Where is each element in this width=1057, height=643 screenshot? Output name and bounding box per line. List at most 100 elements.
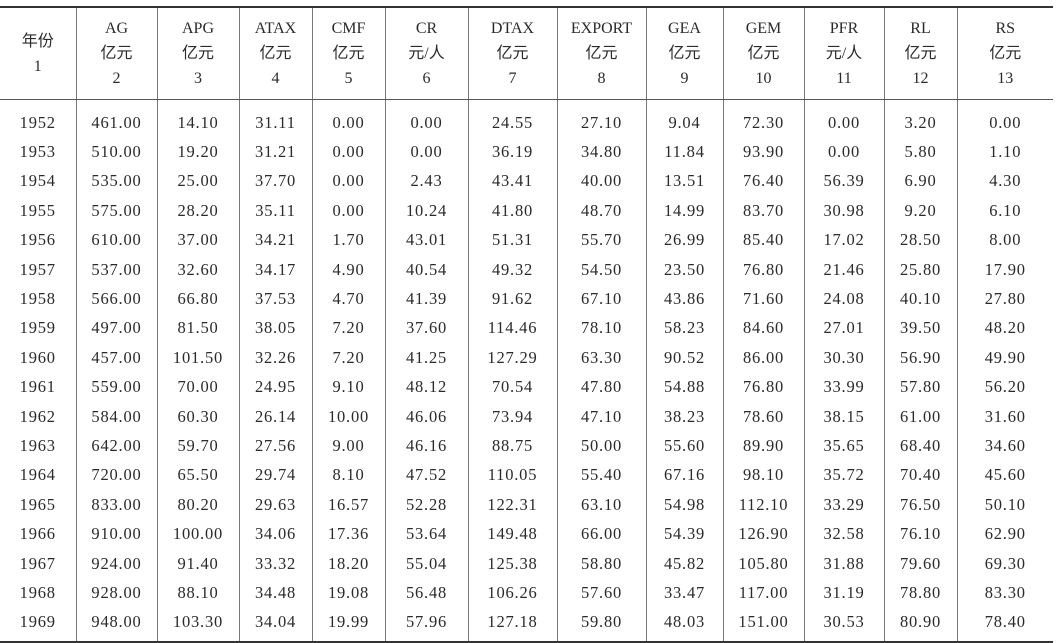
table-row: 1958 566.00 66.80 37.53 4.70 41.39 91.62 67.10 4… — [0, 284, 1053, 314]
year-cell: 1965 — [19, 494, 56, 514]
value-cell: 37.70 — [238, 166, 312, 197]
value-cell: 55.40 — [556, 460, 646, 491]
value-cell: 91.62 — [467, 284, 557, 314]
value-cell: 65.50 — [156, 460, 239, 491]
header-row: 年份 1 AG 亿元 2 APG 亿元 3 ATAX 亿元 4 CMF 亿元 5 CR 元/人 6 DTAX 亿元 7… — [0, 7, 1053, 100]
value-cell: 7.20 — [311, 343, 385, 373]
column-unit: 亿元 — [100, 45, 133, 62]
column-name: RL — [910, 20, 931, 37]
value-cell: 86.00 — [722, 343, 804, 373]
value-cell: 43.41 — [467, 166, 557, 197]
value-cell: 37.60 — [384, 313, 468, 344]
value-cell: 0.00 — [803, 99, 884, 138]
value-cell: 510.00 — [75, 137, 157, 167]
value-cell: 57.96 — [384, 607, 468, 643]
value-cell: 114.46 — [467, 313, 557, 344]
column-name: GEM — [745, 20, 782, 37]
value-cell: 73.94 — [467, 401, 557, 432]
column-unit: 亿元 — [585, 45, 618, 62]
value-cell: 53.64 — [384, 519, 468, 549]
value-cell: 72.30 — [722, 99, 804, 138]
value-cell: 58.80 — [556, 548, 646, 579]
value-cell: 149.48 — [467, 519, 557, 549]
value-cell: 27.10 — [556, 99, 646, 138]
value-cell: 69.30 — [956, 548, 1053, 579]
value-cell: 6.10 — [956, 196, 1053, 226]
column-header-atax: ATAX 亿元 4 — [238, 7, 312, 100]
column-header-pfr: PFR 元/人 11 — [803, 7, 884, 100]
value-cell: 67.10 — [556, 284, 646, 314]
value-cell: 57.80 — [883, 372, 957, 402]
year-cell: 1963 — [19, 435, 56, 455]
value-cell: 76.80 — [722, 254, 804, 285]
value-cell: 0.00 — [311, 99, 385, 138]
value-cell: 66.80 — [156, 284, 239, 314]
value-cell: 4.70 — [311, 284, 385, 314]
column-name: DTAX — [490, 20, 535, 37]
table-row: 1961 559.00 70.00 24.95 9.10 48.12 70.54 47.80 5… — [0, 372, 1053, 402]
value-cell: 0.00 — [956, 99, 1053, 138]
table-row: 1967 924.00 91.40 33.32 18.20 55.04 125.38 58.8… — [0, 548, 1053, 579]
value-cell: 24.08 — [803, 284, 884, 314]
column-name: CMF — [331, 20, 366, 37]
value-cell: 33.32 — [238, 548, 312, 579]
value-cell: 61.00 — [883, 401, 957, 432]
value-cell: 0.00 — [803, 137, 884, 167]
column-name: 年份 — [21, 32, 54, 50]
value-cell: 11.84 — [645, 137, 723, 167]
column-index: 4 — [271, 70, 280, 87]
value-cell: 36.19 — [467, 137, 557, 167]
column-header-export: EXPORT 亿元 8 — [556, 7, 646, 100]
value-cell: 51.31 — [467, 225, 557, 255]
table-row: 1959 497.00 81.50 38.05 7.20 37.60 114.46 78.10… — [0, 313, 1053, 344]
value-cell: 55.70 — [556, 225, 646, 255]
value-cell: 0.00 — [384, 99, 468, 138]
value-cell: 34.21 — [238, 225, 312, 255]
value-cell: 32.60 — [156, 254, 239, 285]
column-unit: 亿元 — [904, 45, 937, 62]
table-row: 1960 457.00 101.50 32.26 7.20 41.25 127.29 63.3… — [0, 343, 1053, 373]
value-cell: 84.60 — [722, 313, 804, 344]
value-cell: 46.06 — [384, 401, 468, 432]
value-cell: 88.10 — [156, 578, 239, 608]
table-row: 1964 720.00 65.50 29.74 8.10 47.52 110.05 55.40… — [0, 460, 1053, 491]
value-cell: 106.26 — [467, 578, 557, 608]
year-cell: 1956 — [19, 230, 56, 250]
column-name: APG — [181, 20, 214, 37]
value-cell: 13.51 — [645, 166, 723, 197]
value-cell: 70.40 — [883, 460, 957, 491]
value-cell: 66.00 — [556, 519, 646, 549]
column-index: 9 — [680, 70, 689, 87]
table-row: 1954 535.00 25.00 37.70 0.00 2.43 43.41 40.00 13… — [0, 166, 1053, 197]
value-cell: 35.11 — [238, 196, 312, 226]
value-cell: 833.00 — [75, 490, 157, 520]
value-cell: 43.01 — [384, 225, 468, 255]
value-cell: 37.53 — [238, 284, 312, 314]
value-cell: 55.60 — [645, 431, 723, 461]
value-cell: 33.29 — [803, 490, 884, 520]
value-cell: 31.88 — [803, 548, 884, 579]
column-header-gea: GEA 亿元 9 — [645, 7, 723, 100]
value-cell: 78.80 — [883, 578, 957, 608]
value-cell: 76.10 — [883, 519, 957, 549]
value-cell: 27.56 — [238, 431, 312, 461]
column-index: 6 — [422, 70, 431, 87]
column-unit: 亿元 — [989, 45, 1022, 62]
value-cell: 457.00 — [75, 343, 157, 373]
value-cell: 34.80 — [556, 137, 646, 167]
column-index: 10 — [755, 70, 772, 87]
value-cell: 151.00 — [722, 607, 804, 643]
column-unit: 亿元 — [496, 45, 529, 62]
value-cell: 91.40 — [156, 548, 239, 579]
value-cell: 49.90 — [956, 343, 1053, 373]
value-cell: 48.70 — [556, 196, 646, 226]
value-cell: 50.10 — [956, 490, 1053, 520]
value-cell: 98.10 — [722, 460, 804, 491]
year-cell: 1957 — [19, 259, 56, 279]
value-cell: 78.40 — [956, 607, 1053, 643]
value-cell: 43.86 — [645, 284, 723, 314]
year-cell: 1958 — [19, 289, 56, 309]
column-index: 1 — [33, 57, 42, 75]
year-cell: 1960 — [19, 347, 56, 367]
value-cell: 32.58 — [803, 519, 884, 549]
